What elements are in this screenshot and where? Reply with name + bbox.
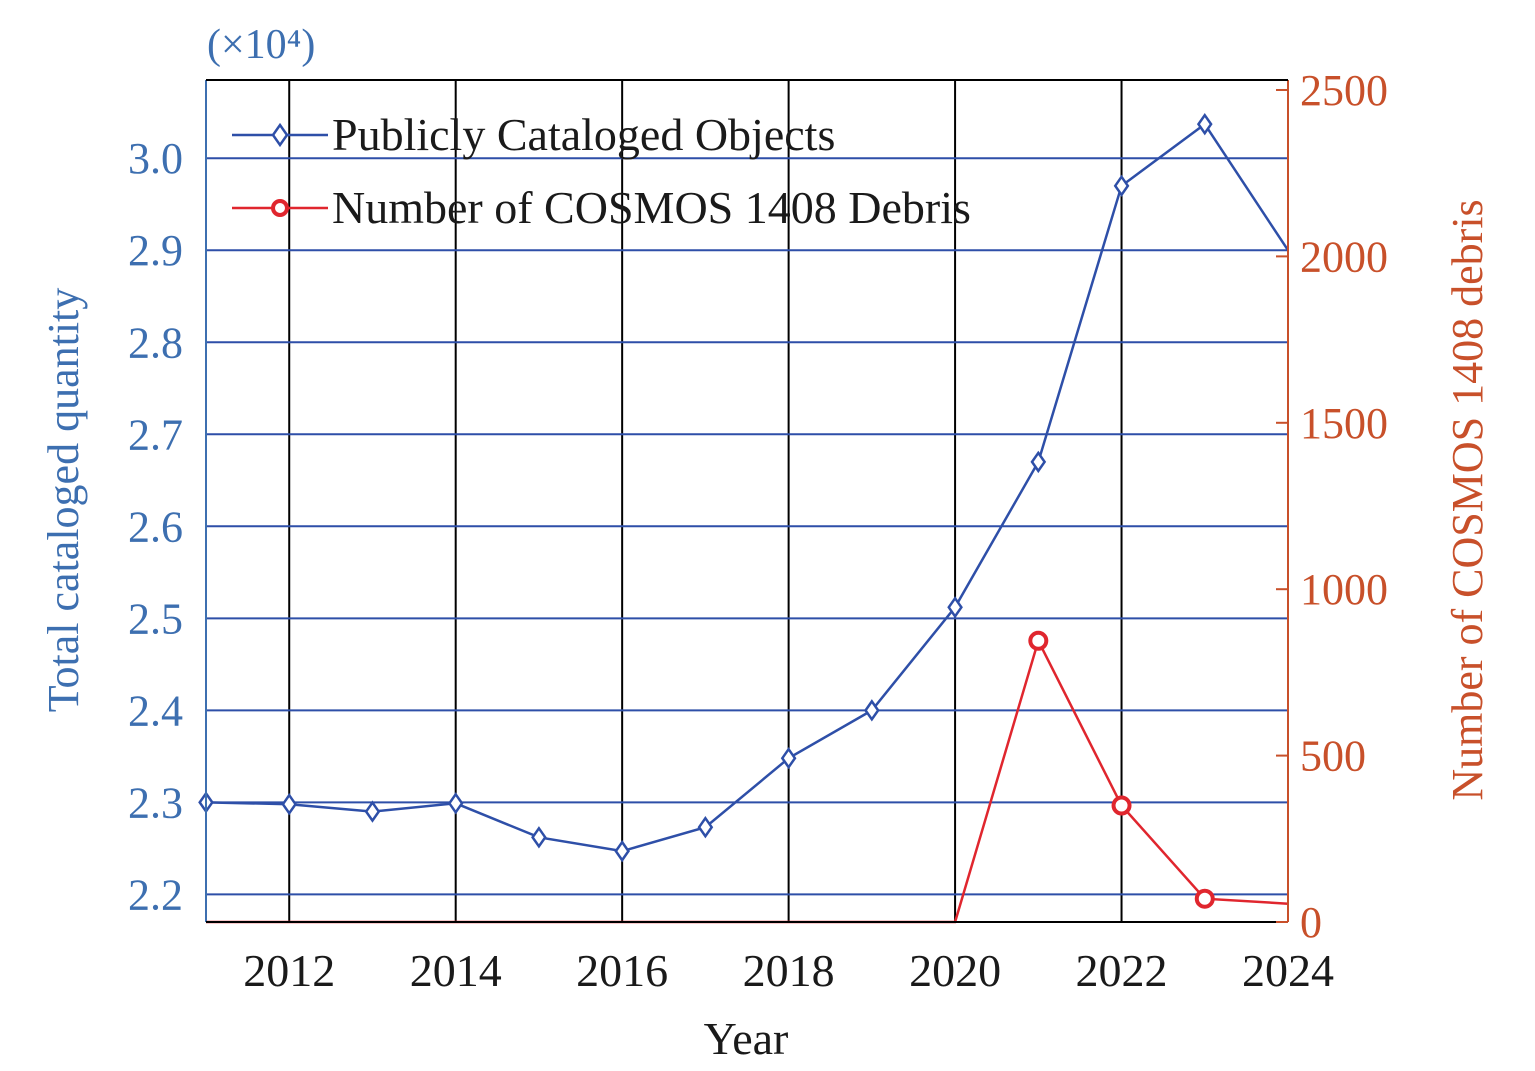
y-left-tick-label: 2.6 xyxy=(128,502,183,551)
x-tick-label: 2016 xyxy=(576,945,668,996)
y-right-tick-label: 1500 xyxy=(1300,399,1388,448)
y-left-tick-label: 2.8 xyxy=(128,318,183,367)
y-left-tick-label: 3.0 xyxy=(128,134,183,183)
data-point xyxy=(364,800,381,823)
y-right-tick-label: 2000 xyxy=(1300,232,1388,281)
y-left-axis-title: Total cataloged quantity xyxy=(39,288,88,713)
legend: Publicly Cataloged Objects Number of COSM… xyxy=(232,109,971,233)
data-point xyxy=(1028,630,1049,651)
data-point xyxy=(447,792,464,815)
y-left-tick-label: 2.2 xyxy=(128,870,183,919)
axes: 2012 2014 2016 2018 2020 2022 2024 2.2 2.3 2.4 2.5… xyxy=(128,66,1388,996)
data-point xyxy=(697,816,714,839)
y-right-axis-title: Number of COSMOS 1408 debris xyxy=(1443,199,1492,800)
legend-label: Number of COSMOS 1408 Debris xyxy=(332,182,971,233)
data-point xyxy=(947,596,963,619)
data-point xyxy=(1111,795,1132,816)
y-right-tick-label: 1000 xyxy=(1300,565,1388,614)
series-line xyxy=(205,122,1290,853)
grid xyxy=(206,80,1288,922)
data-point xyxy=(864,699,880,722)
x-tick-label: 2020 xyxy=(909,945,1001,996)
x-tick-label: 2012 xyxy=(243,945,335,996)
data-point xyxy=(1196,112,1213,136)
data-point xyxy=(1113,174,1130,198)
data-point xyxy=(1030,450,1047,474)
y-left-tick-label: 2.4 xyxy=(128,686,183,735)
y-left-tick-label: 2.7 xyxy=(128,410,183,459)
data-point xyxy=(780,747,797,770)
x-tick-label: 2018 xyxy=(743,945,835,996)
y-right-tick-label: 0 xyxy=(1300,898,1322,947)
data-point xyxy=(531,826,547,849)
y-left-tick-label: 2.3 xyxy=(128,778,183,827)
x-tick-label: 2014 xyxy=(410,945,502,996)
y-multiplier-label: (×10⁴) xyxy=(207,22,315,68)
legend-label: Publicly Cataloged Objects xyxy=(332,109,835,160)
x-tick-label: 2024 xyxy=(1242,945,1334,996)
data-point xyxy=(614,839,630,863)
legend-marker xyxy=(271,199,289,217)
y-left-tick-label: 2.5 xyxy=(128,594,183,643)
data-point xyxy=(281,793,298,816)
x-axis-title: Year xyxy=(704,1013,789,1064)
data-point xyxy=(1194,888,1215,909)
legend-marker xyxy=(271,122,289,148)
y-right-tick-label: 500 xyxy=(1300,732,1366,781)
y-right-tick-label: 2500 xyxy=(1300,66,1388,115)
x-tick-label: 2022 xyxy=(1076,945,1168,996)
y-left-tick-label: 2.9 xyxy=(128,226,183,275)
